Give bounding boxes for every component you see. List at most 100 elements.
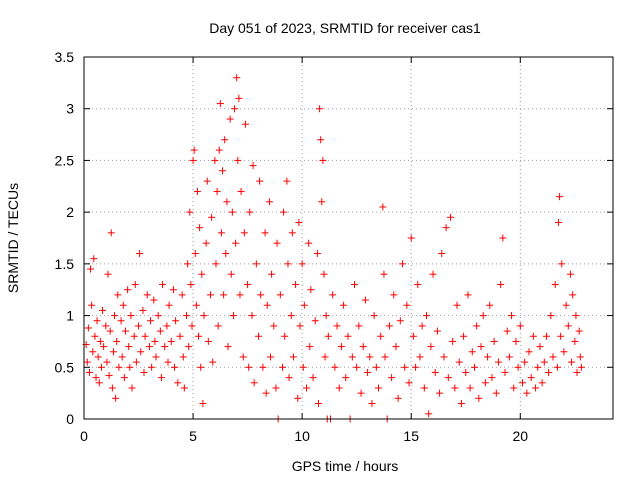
data-point [189,156,197,164]
chart-title: Day 051 of 2023, SRMTID for receiver cas… [209,20,481,36]
data-point [521,358,529,366]
data-point [141,332,149,340]
data-point [479,312,487,320]
data-point [178,291,186,299]
data-point [372,363,380,371]
data-point [503,327,511,335]
data-point [102,322,110,330]
data-point [112,394,120,402]
data-point [366,353,374,361]
data-point [246,208,254,216]
data-point [124,286,132,294]
data-point [492,389,500,397]
data-point [214,322,222,330]
data-point [213,187,221,195]
data-point [425,410,433,418]
data-point [527,374,535,382]
data-point [130,332,138,340]
data-point [348,353,356,361]
data-point [311,317,319,325]
data-point [154,312,162,320]
data-point [276,291,284,299]
plot-frame [83,56,614,420]
data-point [209,358,217,366]
data-point [571,337,579,345]
data-point [342,374,350,382]
data-point [140,368,148,376]
data-point [145,343,153,351]
data-point [298,260,306,268]
data-point [484,353,492,361]
data-point [132,358,140,366]
data-point [208,213,216,221]
data-point [505,353,513,361]
data-point [388,374,396,382]
data-point [562,301,570,309]
data-point [186,208,194,216]
data-point [261,229,269,237]
data-point [90,255,98,263]
data-point [105,372,113,380]
data-point [215,146,223,154]
y-tick-label: 3 [66,101,74,117]
data-point [96,337,104,345]
data-point [94,353,102,361]
data-point [287,312,295,320]
data-point [106,327,114,335]
data-point [381,353,389,361]
data-point [569,291,577,299]
data-point [303,384,311,392]
data-point [557,332,565,340]
data-point [412,363,420,371]
data-point [466,384,474,392]
x-tick-label: 20 [512,428,528,444]
data-point [405,379,413,387]
data-point [549,353,557,361]
data-point [394,394,402,402]
data-point [204,337,212,345]
x-axis-label: GPS time / hours [292,458,399,474]
data-point [99,306,107,314]
data-point [532,384,540,392]
data-point [184,260,192,268]
data-point [475,394,483,402]
data-point [464,291,472,299]
x-tick-label: 15 [403,428,419,444]
data-point [220,291,228,299]
data-point [357,389,365,397]
data-point [126,363,134,371]
data-point [468,348,476,356]
data-point [207,291,215,299]
data-point [83,358,91,366]
data-point [268,270,276,278]
data-point [477,343,485,351]
data-point [438,250,446,258]
data-point [422,312,430,320]
data-point [374,384,382,392]
data-point [136,250,144,258]
data-point [401,363,409,371]
data-point [289,353,297,361]
data-point [199,399,207,407]
data-point [516,322,524,330]
data-point [221,136,229,144]
data-point [237,187,245,195]
data-point [331,363,339,371]
data-point [414,281,422,289]
data-point [453,301,461,309]
data-point [84,324,92,332]
data-point [120,374,128,382]
data-point [440,353,448,361]
data-point [457,399,465,407]
x-tick-label: 0 [80,428,88,444]
data-point [576,353,584,361]
x-tick-label: 5 [189,428,197,444]
data-point [164,358,172,366]
data-point [265,198,273,206]
data-point [171,363,179,371]
data-point [309,374,317,382]
data-point [88,301,96,309]
data-point [390,291,398,299]
data-point [508,312,516,320]
data-point [156,327,164,335]
